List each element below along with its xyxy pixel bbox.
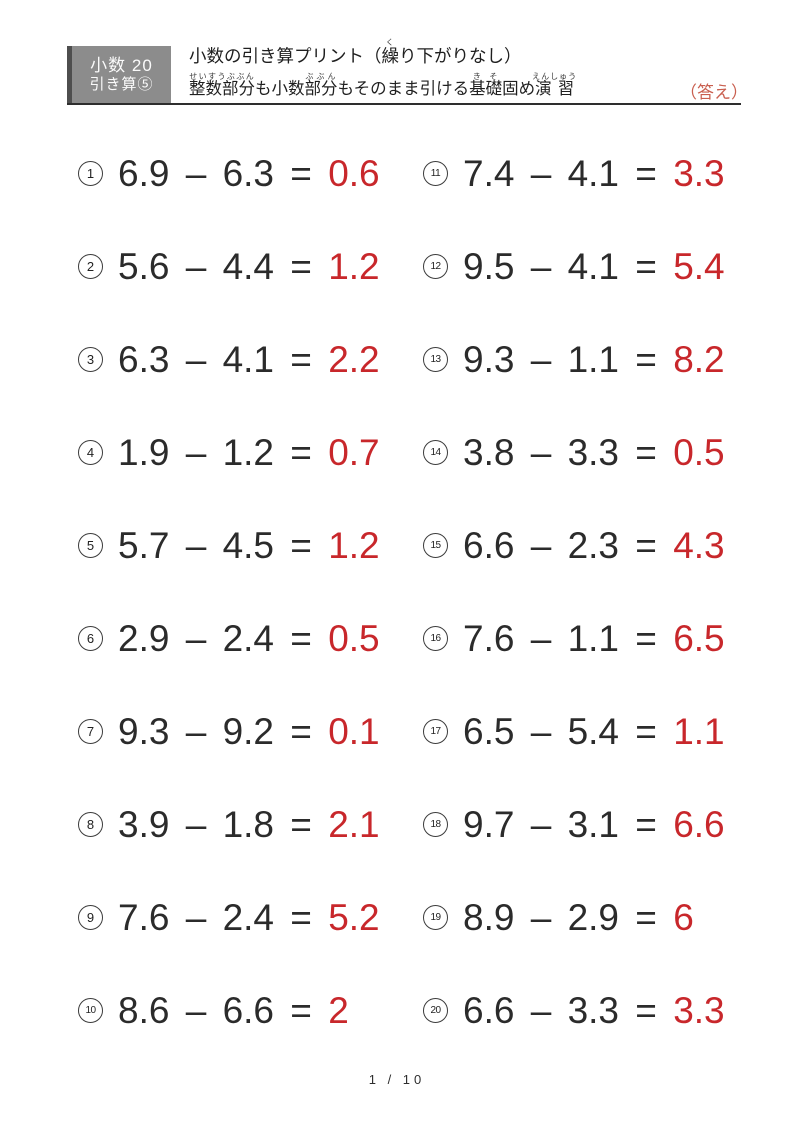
unit-badge-line2: 引き算⑤ [89, 76, 154, 93]
problem-row: 10 8.6 – 6.6 = 2 [78, 964, 380, 1057]
unit-badge-line1: 小数 20 [90, 56, 153, 75]
problem-expression: 7.6 – 1.1 = 6.5 [463, 618, 725, 659]
problem-number: 15 [423, 533, 448, 558]
problem-row: 2 5.6 – 4.4 = 1.2 [78, 220, 380, 313]
problem-row: 8 3.9 – 1.8 = 2.1 [78, 778, 380, 871]
problem-expression: 1.9 – 1.2 = 0.7 [118, 432, 380, 473]
problem-expression: 8.6 – 6.6 = 2 [118, 990, 349, 1031]
problem-answer: 6.5 [673, 618, 725, 659]
problem-expression: 7.4 – 4.1 = 3.3 [463, 153, 725, 194]
problem-answer: 5.2 [328, 897, 380, 938]
problem-answer: 5.4 [673, 246, 725, 287]
problem-number: 20 [423, 998, 448, 1023]
problem-answer: 2.1 [328, 804, 380, 845]
problem-answer: 3.3 [673, 990, 725, 1031]
problem-answer: 0.7 [328, 432, 380, 473]
page-footer: 1 / 10 [368, 1072, 426, 1087]
furigana-word: 整数部分せいすうぶぶん [189, 72, 255, 98]
problem-number: 4 [78, 440, 103, 465]
problem-row: 18 9.7 – 3.1 = 6.6 [423, 778, 725, 871]
problem-number: 7 [78, 719, 103, 744]
header-rule [67, 103, 741, 105]
problem-answer: 3.3 [673, 153, 725, 194]
problem-number: 14 [423, 440, 448, 465]
problem-row: 17 6.5 – 5.4 = 1.1 [423, 685, 725, 778]
problem-number: 5 [78, 533, 103, 558]
problem-expression: 8.9 – 2.9 = 6 [463, 897, 694, 938]
problem-row: 1 6.9 – 6.3 = 0.6 [78, 127, 380, 220]
problem-answer: 4.3 [673, 525, 725, 566]
problem-number: 18 [423, 812, 448, 837]
problem-row: 5 5.7 – 4.5 = 1.2 [78, 499, 380, 592]
problem-row: 6 2.9 – 2.4 = 0.5 [78, 592, 380, 685]
furigana-word: 基礎きそ [469, 72, 503, 98]
problem-answer: 0.1 [328, 711, 380, 752]
problem-number: 10 [78, 998, 103, 1023]
problem-expression: 9.3 – 9.2 = 0.1 [118, 711, 380, 752]
problem-number: 2 [78, 254, 103, 279]
problem-column-right: 11 7.4 – 4.1 = 3.3 12 9.5 – 4.1 = 5.4 13 9.3 … [423, 127, 725, 1057]
answer-key-label: （答え） [680, 83, 748, 102]
problem-expression: 6.6 – 3.3 = 3.3 [463, 990, 725, 1031]
problem-number: 16 [423, 626, 448, 651]
problem-expression: 9.5 – 4.1 = 5.4 [463, 246, 725, 287]
problem-row: 19 8.9 – 2.9 = 6 [423, 871, 725, 964]
problem-row: 7 9.3 – 9.2 = 0.1 [78, 685, 380, 778]
problem-answer: 8.2 [673, 339, 725, 380]
unit-badge: 小数 20 引き算⑤ [67, 46, 171, 103]
problem-answer: 6.6 [673, 804, 725, 845]
problem-number: 17 [423, 719, 448, 744]
worksheet-subtitle: 整数部分せいすうぶぶんも小数部分ぶぶんもそのまま引ける基礎きそ固め演習えんしゅう [189, 72, 578, 98]
problem-row: 3 6.3 – 4.1 = 2.2 [78, 313, 380, 406]
problem-expression: 7.6 – 2.4 = 5.2 [118, 897, 380, 938]
problem-answer: 6 [673, 897, 694, 938]
problem-row: 16 7.6 – 1.1 = 6.5 [423, 592, 725, 685]
problem-answer: 1.1 [673, 711, 725, 752]
problem-expression: 6.5 – 5.4 = 1.1 [463, 711, 725, 752]
problem-column-left: 1 6.9 – 6.3 = 0.6 2 5.6 – 4.4 = 1.2 3 6.3 – 4… [78, 127, 380, 1057]
problem-expression: 6.3 – 4.1 = 2.2 [118, 339, 380, 380]
problem-answer: 1.2 [328, 525, 380, 566]
problem-number: 6 [78, 626, 103, 651]
problem-row: 20 6.6 – 3.3 = 3.3 [423, 964, 725, 1057]
problem-row: 12 9.5 – 4.1 = 5.4 [423, 220, 725, 313]
furigana-word: 繰く [381, 38, 400, 66]
problem-number: 9 [78, 905, 103, 930]
problem-expression: 2.9 – 2.4 = 0.5 [118, 618, 380, 659]
problem-answer: 1.2 [328, 246, 380, 287]
problem-number: 12 [423, 254, 448, 279]
problem-number: 1 [78, 161, 103, 186]
problem-number: 13 [423, 347, 448, 372]
problem-expression: 3.9 – 1.8 = 2.1 [118, 804, 380, 845]
problem-expression: 5.7 – 4.5 = 1.2 [118, 525, 380, 566]
problem-expression: 5.6 – 4.4 = 1.2 [118, 246, 380, 287]
problem-expression: 9.3 – 1.1 = 8.2 [463, 339, 725, 380]
problem-row: 4 1.9 – 1.2 = 0.7 [78, 406, 380, 499]
problem-answer: 0.5 [328, 618, 380, 659]
problem-number: 8 [78, 812, 103, 837]
problem-number: 11 [423, 161, 448, 186]
problem-expression: 9.7 – 3.1 = 6.6 [463, 804, 725, 845]
problem-row: 9 7.6 – 2.4 = 5.2 [78, 871, 380, 964]
problem-row: 11 7.4 – 4.1 = 3.3 [423, 127, 725, 220]
problem-answer: 2.2 [328, 339, 380, 380]
header-title-block: 小数の引き算プリント（繰くり下がりなし） 整数部分せいすうぶぶんも小数部分ぶぶん… [189, 38, 669, 102]
problem-expression: 3.8 – 3.3 = 0.5 [463, 432, 725, 473]
problem-row: 14 3.8 – 3.3 = 0.5 [423, 406, 725, 499]
problem-number: 3 [78, 347, 103, 372]
worksheet-title: 小数の引き算プリント（繰くり下がりなし） [189, 38, 522, 66]
furigana-word: 部分ぶぶん [304, 72, 338, 98]
problem-row: 13 9.3 – 1.1 = 8.2 [423, 313, 725, 406]
problem-answer: 0.5 [673, 432, 725, 473]
problem-row: 15 6.6 – 2.3 = 4.3 [423, 499, 725, 592]
problem-answer: 2 [328, 990, 349, 1031]
furigana-word: 演習えんしゅう [532, 72, 578, 98]
problem-grid: 1 6.9 – 6.3 = 0.6 2 5.6 – 4.4 = 1.2 3 6.3 – 4… [0, 127, 794, 1057]
problem-number: 19 [423, 905, 448, 930]
problem-expression: 6.6 – 2.3 = 4.3 [463, 525, 725, 566]
problem-answer: 0.6 [328, 153, 380, 194]
problem-expression: 6.9 – 6.3 = 0.6 [118, 153, 380, 194]
